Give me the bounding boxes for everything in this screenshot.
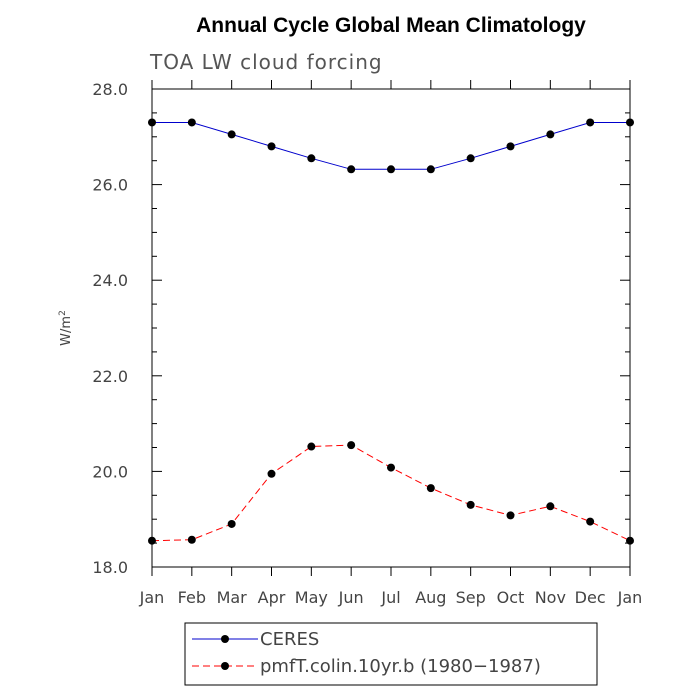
y-tick-label: 26.0 xyxy=(92,176,128,195)
series-2-point xyxy=(626,536,634,545)
series-2-point xyxy=(227,519,236,528)
x-tick-label: Jun xyxy=(338,588,364,607)
series-layer xyxy=(148,118,634,545)
series-1-point xyxy=(267,142,276,151)
y-axis: 18.0 20.0 22.0 24.0 26.0 28.0 xyxy=(92,80,630,577)
legend-marker-2 xyxy=(221,662,229,670)
series-2-point xyxy=(148,536,156,545)
series-2-point xyxy=(506,511,515,520)
legend: CERES pmfT.colin.10yr.b (1980−1987) xyxy=(192,629,541,677)
y-tick-label: 18.0 xyxy=(92,558,128,577)
x-axis: Jan Feb Mar Apr May Jun Jul Aug Sep Oct Nov Dec Jan xyxy=(139,80,643,607)
x-tick-label: Jan xyxy=(617,588,643,607)
series-line-2 xyxy=(151,444,631,542)
series-2-point xyxy=(267,469,276,478)
x-tick-label: Nov xyxy=(535,588,566,607)
chart-subtitle: TOA LW cloud forcing xyxy=(149,50,383,74)
series-1-point xyxy=(148,118,156,127)
series-1-point xyxy=(426,165,435,174)
y-tick-label: 22.0 xyxy=(92,367,128,386)
series-2-point xyxy=(466,500,475,509)
x-tick-label: Jul xyxy=(380,588,400,607)
series-2-point xyxy=(586,517,595,526)
series-1-point xyxy=(347,165,356,174)
series-1-point xyxy=(227,130,236,139)
x-tick-label: Jan xyxy=(139,588,165,607)
x-tick-label: May xyxy=(295,588,328,607)
series-2-point xyxy=(546,502,555,511)
series-1-point xyxy=(586,118,595,127)
y-tick-label: 24.0 xyxy=(92,271,128,290)
series-2-point xyxy=(387,463,395,472)
chart-title: Annual Cycle Global Mean Climatology xyxy=(196,14,586,37)
series-1-point xyxy=(626,118,634,127)
x-tick-label: Apr xyxy=(258,588,286,607)
x-tick-label: Aug xyxy=(415,588,446,607)
series-1-point xyxy=(187,118,196,127)
plot-frame xyxy=(151,88,631,568)
y-axis-label: W/m2 xyxy=(58,310,74,346)
legend-label-2: pmfT.colin.10yr.b (1980−1987) xyxy=(260,656,541,677)
series-1-point xyxy=(307,154,316,163)
legend-box xyxy=(184,622,598,686)
legend-marker-1 xyxy=(221,635,229,643)
series-2-point xyxy=(347,441,356,450)
series-2-point xyxy=(426,484,435,493)
x-tick-label: Feb xyxy=(178,588,206,607)
series-2-point xyxy=(187,535,196,544)
x-tick-label: Oct xyxy=(497,588,525,607)
series-line-1 xyxy=(152,121,630,170)
y-axis-label-main: W/m xyxy=(59,316,74,346)
x-tick-label: Mar xyxy=(217,588,248,607)
series-1-point xyxy=(387,165,395,174)
legend-label-1: CERES xyxy=(260,629,319,650)
x-tick-label: Dec xyxy=(575,588,606,607)
series-2-point xyxy=(307,442,316,451)
y-tick-label: 20.0 xyxy=(92,462,128,481)
y-axis-label-superscript: 2 xyxy=(58,310,68,316)
series-1-point xyxy=(546,130,555,139)
series-1-point xyxy=(506,142,515,151)
y-tick-label: 28.0 xyxy=(92,80,128,99)
x-tick-label: Sep xyxy=(456,588,486,607)
series-1-point xyxy=(466,154,475,163)
